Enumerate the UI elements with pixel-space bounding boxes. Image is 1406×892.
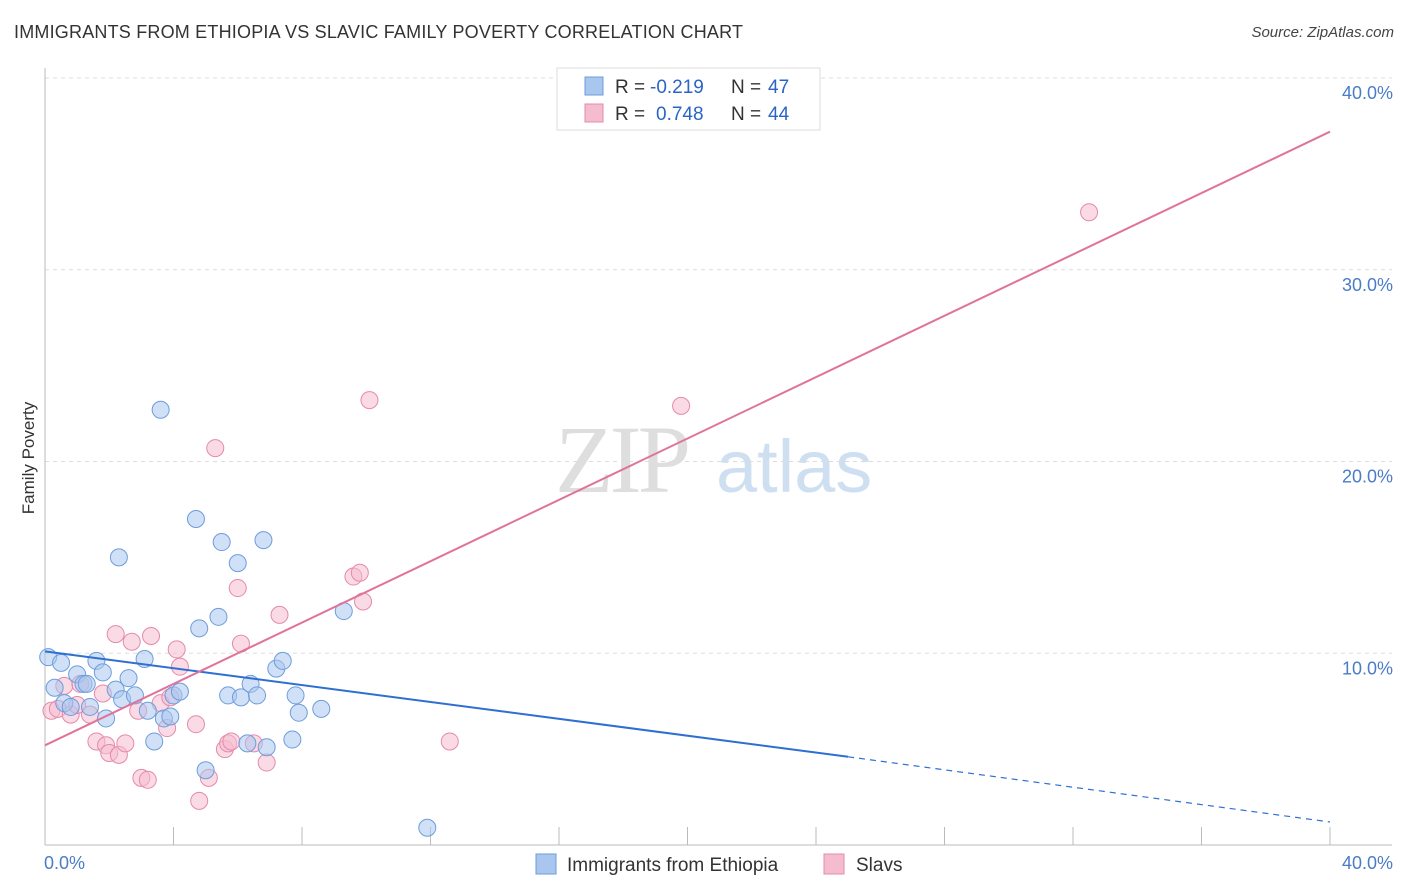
slavs-point [228,579,247,598]
ethiopia-point [61,697,80,716]
stats-r-label-ethiopia: R = [615,77,645,98]
slavs-point [350,563,369,582]
ethiopia-point [190,619,209,638]
ethiopia-point [228,554,247,573]
slavs-point [116,734,135,753]
x-tick-labels: 0.0% 40.0% [44,853,1393,873]
ethiopia-point [238,734,257,753]
stats-n-label-ethiopia: N = [731,77,761,98]
ethiopia-point [93,663,112,682]
ethiopia-point [286,686,305,705]
ethiopia-point [289,703,308,722]
stats-box: R = -0.219 N = 47 R = 0.748 N = 44 [556,67,821,131]
ethiopia-point [257,738,276,757]
legend-label-slavs[interactable]: Slavs [856,855,902,876]
ethiopia-point [196,761,215,780]
watermark-atlas: atlas [716,425,872,508]
ethiopia-point [170,682,189,701]
stats-r-value-ethiopia: -0.219 [650,77,704,98]
y-tick-label: 40.0% [1342,83,1393,103]
slavs-point [167,640,186,659]
ethiopia-point [80,697,99,716]
trend-lines [44,130,1331,823]
ethiopia-point [283,730,302,749]
gridlines [45,77,1392,654]
ethiopia-point [312,699,331,718]
slavs-point [222,732,241,751]
stats-r-label-slavs: R = [615,104,645,125]
y-tick-label: 20.0% [1342,467,1393,487]
slavs-point [206,439,225,458]
ethiopia-point [151,400,170,419]
ethiopia-point [273,651,292,670]
ethiopia-point [209,607,228,626]
legend-label-ethiopia[interactable]: Immigrants from Ethiopia [567,855,779,876]
slavs-point [142,626,161,645]
stats-n-value-slavs: 44 [768,104,790,125]
slavs-point [1080,203,1099,222]
ethiopia-point [254,531,273,550]
ethiopia-point [109,548,128,567]
ethiopia-point [45,678,64,697]
ethiopia-point [186,510,205,529]
legend-swatch-ethiopia[interactable] [535,853,557,875]
ethiopia-trend-line [44,650,849,758]
ethiopia-point [77,674,96,693]
y-tick-labels: 10.0% 20.0% 30.0% 40.0% [1342,83,1393,678]
y-tick-label: 10.0% [1342,658,1393,678]
chart-title: IMMIGRANTS FROM ETHIOPIA VS SLAVIC FAMIL… [14,22,744,42]
slavs-point [106,625,125,644]
slavs-point [257,753,276,772]
stats-swatch-slavs [584,103,604,123]
x-tick-label-max: 40.0% [1342,853,1393,873]
slavs-point [186,715,205,734]
ethiopia-point [52,653,71,672]
source-label: Source: ZipAtlas.com [1251,24,1394,41]
y-tick-label: 30.0% [1342,275,1393,295]
stats-r-value-slavs: 0.748 [656,104,704,125]
ethiopia-point [145,732,164,751]
slavs-point [672,396,691,415]
slavs-trend-line [44,130,1331,747]
ethiopia-point [248,686,267,705]
ethiopia-point [161,707,180,726]
scatter-points [39,203,1099,837]
bottom-legend: Immigrants from Ethiopia Slavs [535,853,902,876]
slavs-point [270,605,289,624]
ethiopia-point [418,818,437,837]
slavs-point [122,632,141,651]
stats-n-label-slavs: N = [731,104,761,125]
slavs-point [440,732,459,751]
slavs-point [170,657,189,676]
stats-swatch-ethiopia [584,76,604,96]
watermark-zip: ZIP [555,406,688,513]
slavs-point [138,770,157,789]
stats-n-value-ethiopia: 47 [768,77,789,98]
x-tick-label-min: 0.0% [44,853,85,873]
ethiopia-point [212,533,231,552]
y-axis-label: Family Poverty [19,401,38,514]
legend-swatch-slavs[interactable] [823,853,845,875]
ethiopia-point [138,701,157,720]
ethiopia-point [119,669,138,688]
slavs-point [360,391,379,410]
ethiopia-trend-line-extension [848,756,1331,823]
slavs-point [190,791,209,810]
